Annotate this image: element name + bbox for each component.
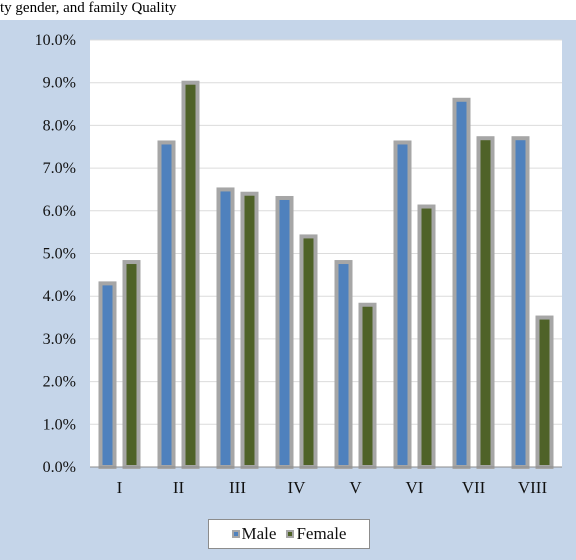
y-axis-tick-labels: 0.0% 1.0% 2.0% 3.0% 4.0% 5.0% 6.0% 7.0% 8.0% 9.0%… (35, 32, 76, 476)
legend-item-female: Female (286, 524, 346, 544)
bar-male-iii (216, 187, 235, 469)
bar-female-i (122, 260, 141, 469)
bar-female-viii (535, 315, 554, 469)
y-tick-label: 2.0% (43, 374, 76, 391)
x-tick-label: V (349, 478, 362, 497)
bar-female-vii (476, 136, 495, 470)
bar-male-vi (393, 140, 412, 469)
bar-female-iii (240, 191, 259, 469)
x-tick-label: VII (462, 478, 486, 497)
y-tick-label: 7.0% (43, 160, 76, 177)
bars (98, 80, 554, 470)
y-tick-label: 8.0% (43, 117, 76, 134)
bar-male-ii (157, 140, 176, 469)
legend-swatch-male (231, 530, 240, 538)
bar-male-viii (511, 136, 530, 470)
bar-male-v (334, 260, 353, 469)
chart-frame: 0.0% 1.0% 2.0% 3.0% 4.0% 5.0% 6.0% 7.0% 8.0% 9.0%… (0, 20, 576, 560)
y-tick-label: 0.0% (43, 459, 76, 476)
bar-female-ii (181, 80, 200, 469)
x-tick-label: IV (288, 478, 307, 497)
y-tick-label: 1.0% (43, 416, 76, 433)
legend-label-male: Male (241, 524, 277, 543)
y-tick-label: 4.0% (43, 288, 76, 305)
x-tick-label: I (117, 478, 123, 497)
bar-female-vi (417, 204, 436, 469)
x-tick-label: II (173, 478, 185, 497)
x-tick-label: VI (406, 478, 424, 497)
y-tick-label: 9.0% (43, 75, 76, 92)
y-tick-label: 6.0% (43, 203, 76, 220)
legend-item-male: Male (231, 524, 277, 544)
x-axis-tick-labels: I II III IV V VI VII VIII (117, 478, 548, 497)
bar-chart: 0.0% 1.0% 2.0% 3.0% 4.0% 5.0% 6.0% 7.0% 8.0% 9.0%… (35, 32, 562, 497)
chart-legend: Male Female (208, 519, 370, 549)
bar-female-v (358, 302, 377, 469)
x-tick-label: VIII (518, 478, 548, 497)
bar-male-i (98, 281, 117, 470)
legend-label-female: Female (296, 524, 347, 543)
bar-male-vii (452, 97, 471, 469)
x-tick-label: III (229, 478, 246, 497)
bar-female-iv (299, 234, 318, 469)
bar-male-iv (275, 195, 294, 470)
y-tick-label: 10.0% (35, 32, 76, 49)
caption-text: ty gender, and family Quality (0, 0, 177, 16)
y-tick-label: 3.0% (43, 331, 76, 348)
legend-swatch-female (286, 530, 295, 538)
y-tick-label: 5.0% (43, 246, 76, 263)
